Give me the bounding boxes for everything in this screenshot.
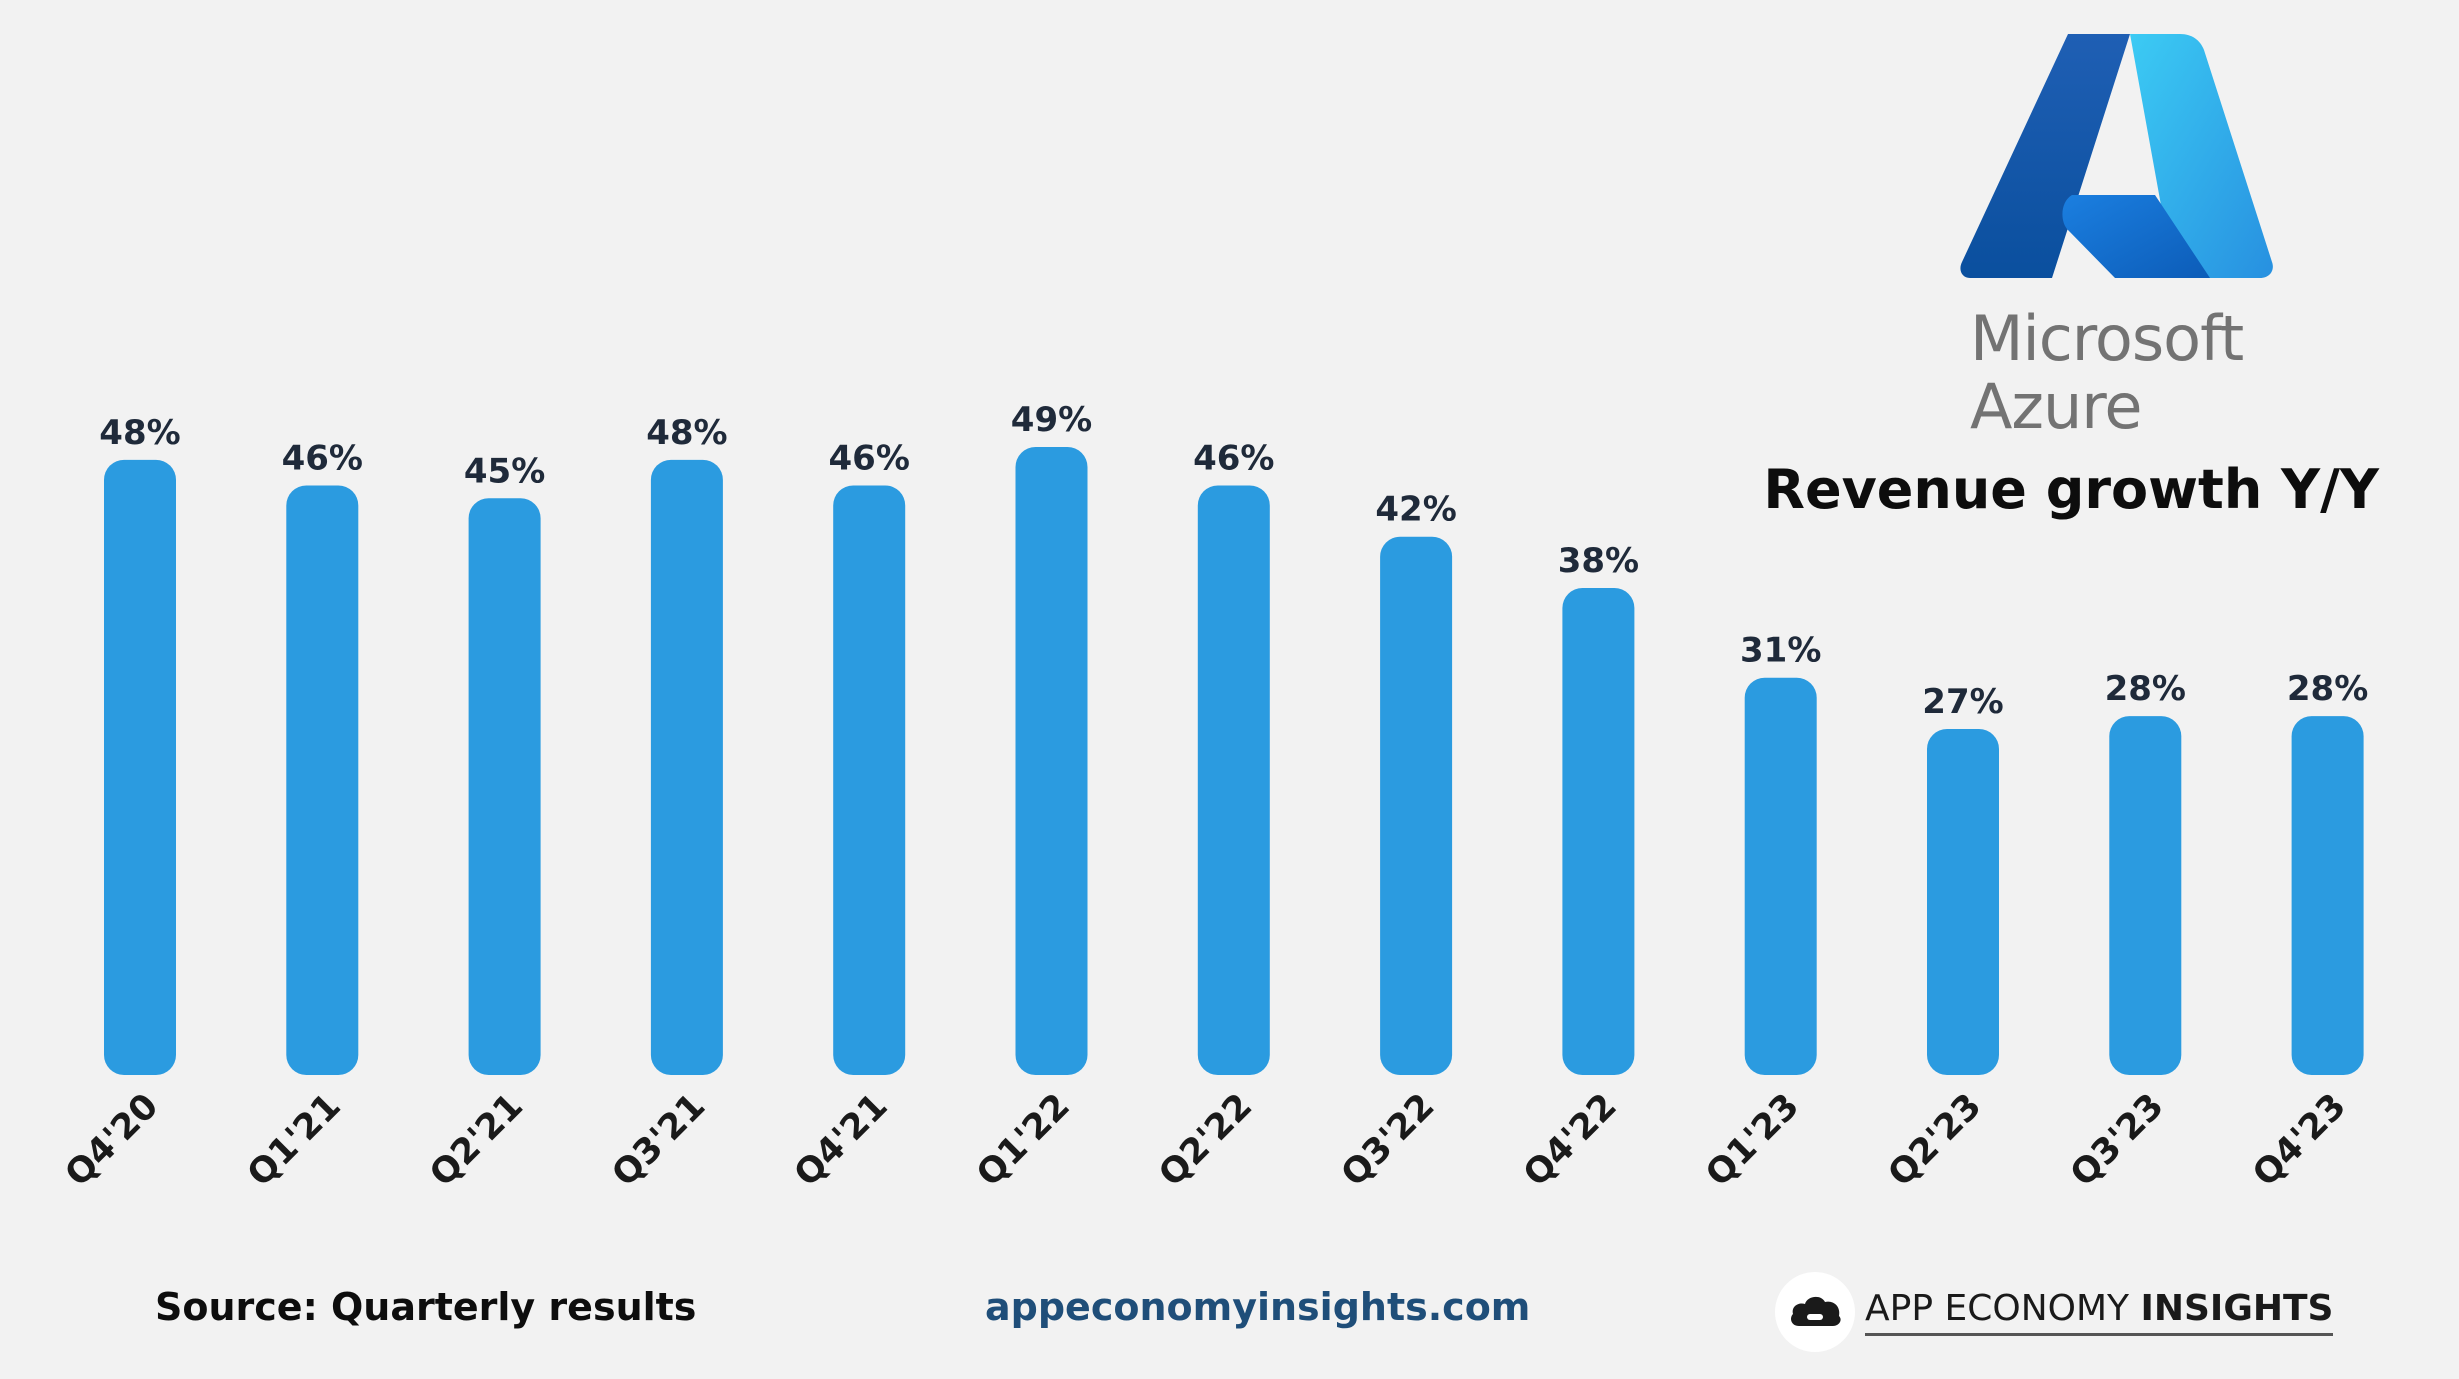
x-tick-label-10: Q2'23: [1881, 1086, 1990, 1195]
brand-line-1: Microsoft: [1970, 302, 2244, 375]
bar-1: [286, 485, 359, 1075]
value-label-12: 28%: [2287, 669, 2368, 709]
x-tick-label-3: Q3'21: [605, 1086, 714, 1195]
bar-0: [104, 459, 176, 1076]
source-note: Source: Quarterly results: [155, 1285, 697, 1329]
brand-name-regular: APP ECONOMY: [1865, 1288, 2141, 1329]
azure-a-icon: [1960, 34, 2273, 278]
value-label-0: 48%: [99, 413, 180, 453]
bar-2: [468, 498, 541, 1075]
x-tick-label-9: Q1'23: [1699, 1086, 1808, 1195]
value-label-4: 46%: [829, 438, 910, 478]
value-label-6: 46%: [1193, 438, 1274, 478]
chart-title: Revenue growth Y/Y: [1763, 458, 2379, 521]
app-economy-insights-brand: APP ECONOMY INSIGHTS: [1775, 1272, 2334, 1352]
x-tick-label-2: Q2'21: [422, 1086, 531, 1195]
x-tick-label-5: Q1'22: [969, 1086, 1078, 1195]
value-label-10: 27%: [1922, 682, 2003, 722]
brand-line-2: Azure: [1970, 370, 2143, 443]
bar-11: [2109, 716, 2182, 1075]
bar-6: [1197, 485, 1270, 1075]
x-tick-label-8: Q4'22: [1516, 1086, 1625, 1195]
x-tick-label-12: Q4'23: [2245, 1086, 2354, 1195]
value-label-1: 46%: [282, 438, 363, 478]
bar-8: [1562, 587, 1635, 1075]
bar-7: [1380, 536, 1453, 1075]
value-label-9: 31%: [1740, 631, 1821, 671]
value-label-11: 28%: [2105, 669, 2186, 709]
x-tick-label-0: Q4'20: [58, 1086, 167, 1195]
value-label-3: 48%: [646, 413, 727, 453]
value-label-8: 38%: [1558, 541, 1639, 581]
bar-12: [2291, 716, 2364, 1075]
website-link[interactable]: appeconomyinsights.com: [985, 1285, 1531, 1329]
value-label-2: 45%: [464, 451, 545, 491]
x-tick-label-7: Q3'22: [1334, 1086, 1443, 1195]
azure-wordmark: Microsoft Azure: [1970, 302, 2244, 443]
x-tick-label-1: Q1'21: [240, 1086, 349, 1195]
brand-name-bold: INSIGHTS: [2140, 1288, 2334, 1329]
bar-9: [1744, 677, 1817, 1075]
azure-logo: [1960, 30, 2280, 294]
bar-10: [1927, 728, 1999, 1075]
value-label-7: 42%: [1375, 490, 1456, 530]
value-label-5: 49%: [1011, 400, 1092, 440]
bar-3: [650, 459, 723, 1076]
x-tick-label-6: Q2'22: [1152, 1086, 1261, 1195]
bar-5: [1015, 447, 1088, 1075]
bar-4: [833, 485, 906, 1075]
brand-name: APP ECONOMY INSIGHTS: [1865, 1288, 2334, 1336]
x-tick-label-4: Q4'21: [787, 1086, 896, 1195]
x-tick-label-11: Q3'23: [2063, 1086, 2172, 1195]
cloud-icon: [1775, 1272, 1855, 1352]
